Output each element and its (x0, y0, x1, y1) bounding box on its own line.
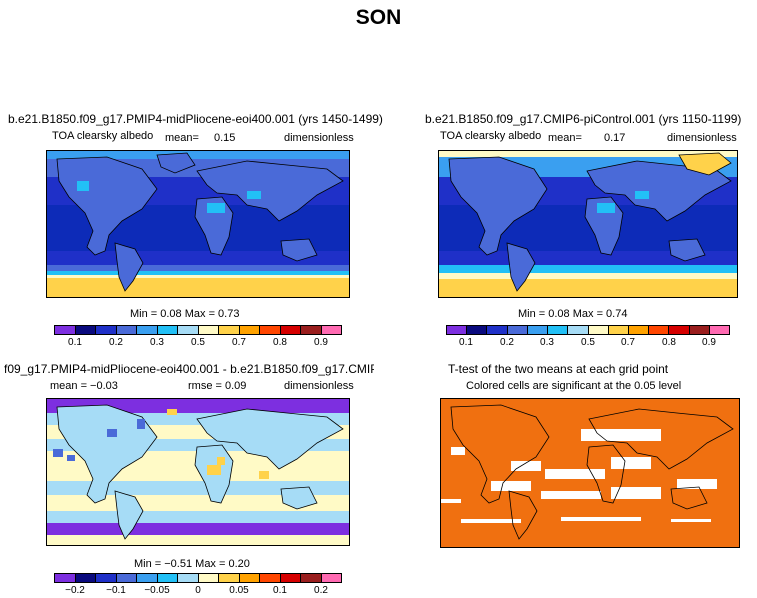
colorbar-swatch (116, 326, 137, 334)
colorbar-swatch (219, 574, 240, 582)
panel2-mean-label: mean= (548, 132, 582, 144)
panel1-map (46, 150, 350, 298)
panel3-units: dimensionless (284, 380, 354, 392)
colorbar-swatch (649, 326, 670, 334)
panel3-colorbar: −0.2 −0.1 −0.05 0 0.05 0.1 0.2 (54, 573, 342, 597)
colorbar-swatch (689, 326, 710, 334)
colorbar-swatch (447, 326, 468, 334)
panel2-stats: Min = 0.08 Max = 0.74 (518, 308, 628, 320)
colorbar-swatch (628, 326, 650, 334)
panel2-title: b.e21.B1850.f09_g17.CMIP6-piControl.001 … (425, 112, 742, 126)
colorbar-swatch (608, 326, 629, 334)
panel4-subtitle: Colored cells are significant at the 0.0… (466, 380, 682, 392)
colorbar-swatch (96, 326, 117, 334)
panel1-stats: Min = 0.08 Max = 0.73 (130, 308, 240, 320)
cbar3-tick: −0.05 (144, 585, 170, 596)
cbar2-tick: 0.3 (540, 337, 554, 348)
cbar3-tick: 0.1 (273, 585, 287, 596)
panel3-map (46, 398, 350, 546)
colorbar-swatch (137, 326, 158, 334)
colorbar-swatch (669, 326, 690, 334)
panel1-title: b.e21.B1850.f09_g17.PMIP4-midPliocene-eo… (8, 112, 383, 126)
panel1-mean-label: mean= (165, 132, 199, 144)
cbar2-tick: 0.8 (662, 337, 676, 348)
panel3-title: f09_g17.PMIP4-midPliocene-eoi400.001 - b… (4, 362, 374, 376)
cbar2-tick: 0.9 (702, 337, 716, 348)
panel3-rmse: rmse = 0.09 (188, 380, 247, 392)
colorbar-swatch (467, 326, 488, 334)
colorbar-swatch (321, 574, 341, 582)
colorbar-swatch (137, 574, 158, 582)
colorbar-abs-2 (446, 325, 730, 335)
panel1-variable: TOA clearsky albedo (52, 130, 154, 142)
colorbar-abs-1 (54, 325, 342, 335)
cbar1-tick: 0.3 (150, 337, 164, 348)
cbar3-tick: 0.05 (229, 585, 249, 596)
colorbar-swatch (527, 326, 549, 334)
cbar3-tick: −0.1 (106, 585, 126, 596)
colorbar-swatch (239, 574, 260, 582)
panel3-mean: mean = −0.03 (50, 380, 118, 392)
colorbar-swatch (260, 574, 281, 582)
cbar2-tick: 0.7 (621, 337, 635, 348)
panel1-mean-value: 0.15 (214, 132, 236, 144)
colorbar-swatch (116, 574, 137, 582)
colorbar-swatch (568, 326, 589, 334)
colorbar-swatch (260, 326, 281, 334)
panel2-variable: TOA clearsky albedo (440, 130, 542, 142)
colorbar-swatch (280, 326, 301, 334)
colorbar-swatch (548, 326, 569, 334)
colorbar-swatch (301, 326, 322, 334)
panel2-mean-value: 0.17 (604, 132, 626, 144)
colorbar-swatch (301, 574, 322, 582)
colorbar-swatch (157, 326, 178, 334)
colorbar-swatch (239, 326, 260, 334)
cbar1-tick: 0.9 (314, 337, 328, 348)
colorbar-swatch (96, 574, 117, 582)
panel4-map (440, 398, 740, 548)
cbar3-tick: 0 (195, 585, 201, 596)
colorbar-swatch (178, 326, 199, 334)
panel1-units: dimensionless (284, 132, 354, 144)
main-title: SON (355, 6, 402, 29)
colorbar-diff (54, 573, 342, 583)
cbar1-tick: 0.2 (109, 337, 123, 348)
panel2-colorbar: 0.1 0.2 0.3 0.5 0.7 0.8 0.9 (446, 325, 730, 349)
colorbar-swatch (75, 574, 96, 582)
cbar1-tick: 0.5 (191, 337, 205, 348)
cbar2-tick: 0.1 (459, 337, 473, 348)
colorbar-swatch (487, 326, 508, 334)
panel2-map (438, 150, 738, 298)
colorbar-swatch (588, 326, 609, 334)
colorbar-swatch (198, 574, 219, 582)
colorbar-swatch (198, 326, 219, 334)
colorbar-swatch (280, 574, 301, 582)
colorbar-swatch (55, 326, 76, 334)
colorbar-swatch (321, 326, 341, 334)
colorbar-swatch (178, 574, 199, 582)
cbar3-tick: −0.2 (65, 585, 85, 596)
colorbar-swatch (507, 326, 528, 334)
cbar2-tick: 0.2 (500, 337, 514, 348)
cbar1-tick: 0.1 (68, 337, 82, 348)
panel3-stats: Min = −0.51 Max = 0.20 (134, 558, 250, 570)
panel1-colorbar: 0.1 0.2 0.3 0.5 0.7 0.8 0.9 (54, 325, 342, 349)
colorbar-swatch (55, 574, 76, 582)
cbar1-tick: 0.7 (232, 337, 246, 348)
cbar1-tick: 0.8 (273, 337, 287, 348)
colorbar-swatch (157, 574, 178, 582)
cbar3-tick: 0.2 (314, 585, 328, 596)
colorbar-swatch (75, 326, 96, 334)
panel4-title: T-test of the two means at each grid poi… (448, 362, 669, 376)
colorbar-swatch (219, 326, 240, 334)
panel2-units: dimensionless (667, 132, 737, 144)
cbar2-tick: 0.5 (581, 337, 595, 348)
colorbar-swatch (709, 326, 730, 334)
